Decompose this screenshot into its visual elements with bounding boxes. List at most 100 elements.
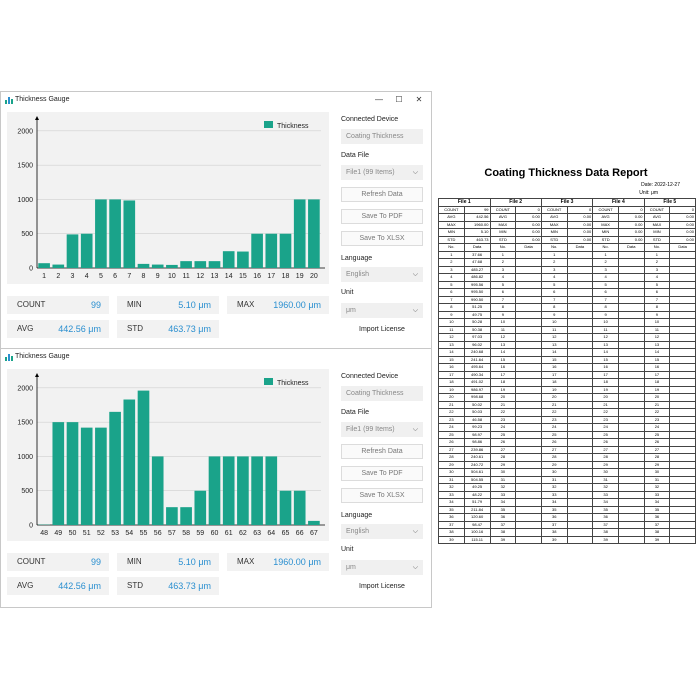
bar: [279, 233, 292, 268]
table-cell: 14: [540, 348, 568, 357]
unit-value: μm: [346, 564, 356, 571]
table-cell: [617, 483, 645, 492]
x-tick-label: 17: [267, 273, 275, 280]
x-tick-label: 57: [168, 530, 176, 537]
table-cell: STD: [592, 235, 619, 244]
table-cell: 241.64: [463, 355, 491, 364]
table-cell: [566, 265, 594, 274]
table-cell: MAX: [489, 220, 517, 229]
bar: [308, 520, 320, 525]
language-select[interactable]: English ⌵: [341, 524, 423, 539]
table-cell: 4: [540, 273, 568, 282]
table-cell: 39: [489, 535, 517, 544]
min-stat: MIN 5.10 μm: [117, 296, 219, 314]
maximize-button[interactable]: ☐: [395, 95, 403, 104]
table-cell: [566, 325, 594, 334]
x-tick-label: 58: [182, 530, 190, 537]
y-tick-label: 1000: [17, 454, 33, 461]
avg-label: AVG: [17, 581, 34, 590]
save-pdf-button[interactable]: Save To PDF: [341, 466, 423, 481]
table-cell: No.: [643, 243, 671, 252]
bar: [38, 263, 50, 268]
table-cell: 495.64: [463, 363, 491, 372]
table-cell: [669, 295, 696, 304]
table-cell: 38: [643, 528, 671, 537]
table-cell: 23: [643, 415, 671, 424]
save-pdf-button[interactable]: Save To PDF: [341, 209, 423, 224]
table-cell: 8: [540, 303, 568, 312]
data-file-select[interactable]: File1 (99 Items) ⌵: [341, 422, 423, 437]
table-cell: Data: [463, 243, 491, 252]
table-cell: 490.34: [463, 370, 491, 379]
y-tick-label: 1000: [17, 197, 33, 204]
table-cell: 29: [489, 460, 517, 469]
table-cell: No.: [489, 243, 517, 252]
x-tick-label: 55: [140, 530, 148, 537]
table-cell: 97.03: [463, 333, 491, 342]
import-license-button[interactable]: Import License: [359, 583, 405, 590]
table-cell: [515, 333, 542, 342]
table-cell: File 4: [592, 198, 645, 207]
table-cell: 1960.00: [463, 220, 491, 229]
table-cell: MAX: [438, 220, 465, 229]
table-cell: 986.97: [463, 385, 491, 394]
language-select[interactable]: English ⌵: [341, 267, 423, 282]
table-row: 18 491.02 18 18 18 18: [438, 378, 696, 387]
table-cell: [566, 430, 594, 439]
x-tick-label: 5: [99, 273, 103, 280]
table-cell: 32: [540, 483, 568, 492]
save-xlsx-button[interactable]: Save To XLSX: [341, 488, 423, 503]
table-cell: [669, 445, 696, 454]
table-cell: 0.00: [566, 213, 594, 222]
table-cell: [515, 535, 542, 544]
table-cell: 5: [643, 280, 671, 289]
table-cell: 34: [643, 498, 671, 507]
table-cell: 50.03: [463, 408, 491, 417]
table-cell: 8: [489, 303, 517, 312]
table-cell: [515, 280, 542, 289]
table-cell: [566, 498, 594, 507]
table-cell: [669, 498, 696, 507]
table-cell: 50.02: [463, 400, 491, 409]
data-file-select[interactable]: File1 (99 Items) ⌵: [341, 165, 423, 180]
table-cell: 5: [438, 280, 465, 289]
x-tick-label: 59: [196, 530, 204, 537]
table-cell: [566, 505, 594, 514]
import-license-button[interactable]: Import License: [359, 326, 405, 333]
unit-select[interactable]: μm ⌵: [341, 560, 423, 575]
refresh-data-button[interactable]: Refresh Data: [341, 187, 423, 202]
table-cell: 11: [592, 325, 619, 334]
bar: [151, 264, 164, 268]
table-cell: 10: [540, 318, 568, 327]
table-cell: 0.00: [669, 220, 696, 229]
table-cell: 2: [592, 258, 619, 267]
table-cell: [566, 475, 594, 484]
save-xlsx-button[interactable]: Save To XLSX: [341, 231, 423, 246]
table-cell: 96.02: [463, 340, 491, 349]
title-bar: Thickness Gauge: [1, 349, 431, 365]
stats-panel: COUNT 99 MIN 5.10 μm MAX 1960.00 μm AVG …: [7, 553, 329, 611]
minimize-button[interactable]: —: [375, 95, 383, 104]
table-cell: [617, 490, 645, 499]
table-cell: [617, 273, 645, 282]
close-button[interactable]: ✕: [415, 95, 423, 104]
table-cell: 29: [592, 460, 619, 469]
max-label: MAX: [237, 557, 255, 566]
table-cell: 13: [489, 340, 517, 349]
refresh-data-button[interactable]: Refresh Data: [341, 444, 423, 459]
table-cell: File 3: [540, 198, 594, 207]
table-cell: [566, 483, 594, 492]
unit-select[interactable]: μm ⌵: [341, 303, 423, 318]
x-tick-label: 13: [211, 273, 219, 280]
table-cell: 14: [489, 348, 517, 357]
table-cell: 6: [489, 288, 517, 297]
table-cell: [617, 453, 645, 462]
x-tick-label: 61: [225, 530, 233, 537]
table-cell: 30: [540, 468, 568, 477]
table-cell: 6: [540, 288, 568, 297]
table-cell: [515, 475, 542, 484]
bar-chart-icon: [5, 97, 13, 104]
connected-device-label: Connected Device: [341, 373, 399, 380]
table-cell: [515, 528, 542, 537]
